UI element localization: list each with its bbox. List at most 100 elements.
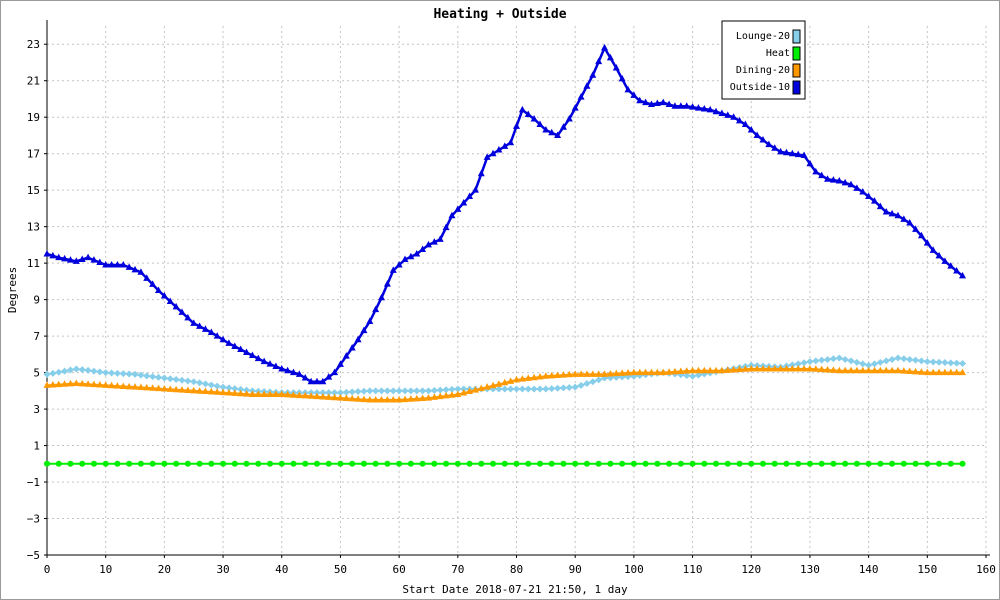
data-point: [407, 395, 415, 402]
data-point: [747, 364, 755, 372]
data-point: [219, 388, 227, 396]
data-point: [448, 385, 456, 393]
data-point: [559, 123, 567, 130]
data-point: [137, 383, 145, 391]
data-point: [278, 390, 286, 397]
data-point: [90, 367, 98, 375]
data-point: [870, 366, 878, 374]
x-tick-label: 50: [334, 563, 347, 576]
data-point: [800, 364, 808, 372]
data-point: [782, 364, 790, 372]
data-point: [800, 151, 808, 159]
data-point: [466, 192, 474, 200]
data-point: [694, 366, 702, 374]
data-point: [348, 343, 356, 351]
data-point: [201, 380, 209, 388]
data-point: [225, 389, 233, 396]
data-point: [518, 105, 526, 113]
data-point: [554, 371, 562, 379]
data-point: [659, 98, 667, 106]
data-point: [143, 274, 151, 281]
data-point: [583, 380, 591, 388]
data-point: [184, 386, 192, 393]
data-point: [941, 368, 949, 376]
y-tick-label: 5: [33, 367, 40, 380]
data-point: [166, 385, 174, 392]
data-point: [906, 367, 914, 374]
data-point: [612, 369, 620, 377]
data-point: [430, 393, 438, 400]
data-point: [730, 113, 738, 120]
data-point: [395, 387, 403, 395]
x-tick-label: 150: [917, 563, 937, 576]
data-point: [383, 280, 391, 287]
data-point: [213, 388, 221, 395]
data-point: [936, 460, 943, 467]
data-point: [125, 370, 133, 378]
legend-label: Lounge-20: [736, 31, 790, 42]
y-tick-label: 1: [33, 440, 40, 453]
data-point: [243, 390, 251, 397]
data-point: [207, 387, 215, 395]
data-point: [430, 386, 438, 394]
data-point: [630, 368, 638, 376]
data-point: [67, 460, 74, 467]
data-point: [618, 74, 626, 82]
data-point: [149, 384, 157, 391]
data-point: [424, 394, 432, 401]
data-point: [554, 131, 562, 138]
data-point: [383, 387, 391, 395]
data-point: [208, 460, 215, 467]
y-axis-title: Degrees: [6, 267, 19, 313]
data-point: [876, 366, 884, 374]
data-point: [595, 57, 603, 65]
data-point: [653, 99, 661, 107]
data-point: [736, 460, 743, 467]
data-point: [935, 368, 943, 376]
data-point: [824, 355, 832, 363]
data-point: [413, 394, 421, 402]
data-point: [889, 460, 896, 467]
data-point: [771, 144, 779, 151]
y-tick-label: −3: [27, 513, 40, 526]
data-point: [947, 262, 955, 269]
data-point: [231, 389, 239, 396]
data-point: [131, 370, 139, 378]
data-point: [43, 370, 51, 378]
data-point: [360, 326, 368, 334]
legend-swatch: [792, 46, 801, 61]
data-point: [143, 372, 151, 380]
data-point: [941, 359, 949, 367]
data-point: [284, 390, 292, 398]
data-point: [448, 391, 456, 398]
data-point: [201, 325, 209, 332]
data-point: [900, 355, 908, 363]
data-point: [143, 383, 151, 391]
data-point: [396, 460, 403, 467]
data-point: [190, 386, 198, 394]
data-point: [847, 357, 855, 365]
data-point: [78, 255, 86, 262]
data-point: [654, 460, 661, 467]
data-point: [172, 385, 180, 393]
data-point: [548, 385, 556, 393]
data-point: [559, 384, 567, 392]
data-point: [78, 366, 86, 374]
data-point: [178, 386, 186, 393]
data-point: [900, 367, 908, 374]
data-point: [78, 379, 86, 387]
data-point: [378, 395, 386, 403]
data-point: [835, 354, 843, 362]
data-point: [501, 460, 508, 467]
data-point: [876, 358, 884, 366]
data-point: [606, 370, 614, 377]
data-point: [736, 365, 744, 373]
data-point: [61, 367, 69, 375]
data-point: [260, 390, 268, 397]
data-point: [348, 394, 356, 402]
data-point: [108, 381, 116, 389]
data-point: [401, 255, 409, 262]
data-point: [595, 376, 603, 384]
data-point: [201, 387, 209, 395]
data-point: [495, 380, 503, 387]
